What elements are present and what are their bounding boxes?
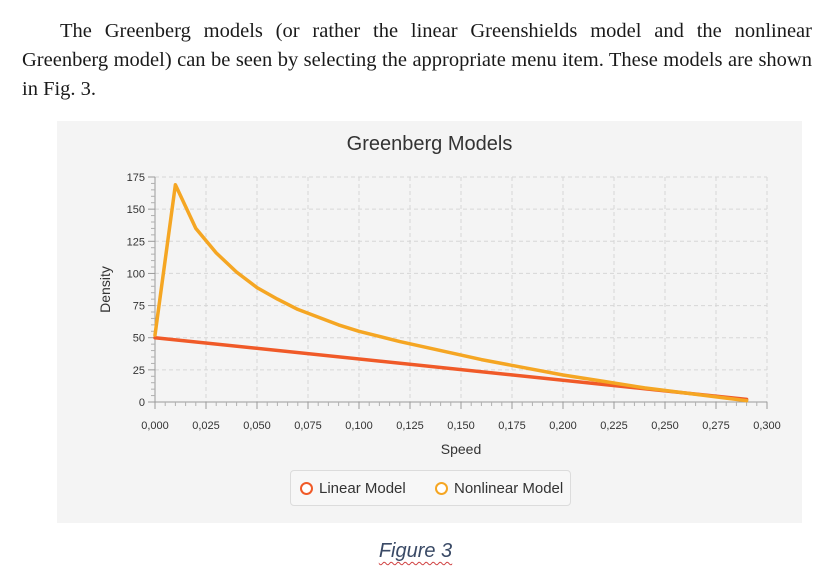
y-tick-label: 25: [133, 365, 145, 377]
x-tick-label: 0,150: [447, 420, 475, 432]
x-axis-title: Speed: [441, 441, 481, 457]
series-line-nonlinear: [153, 182, 749, 403]
y-tick-label: 50: [133, 333, 145, 345]
x-tick-label: 0,075: [294, 420, 322, 432]
x-tick-label: 0,050: [243, 420, 271, 432]
figure-caption-wrap: Figure 3: [0, 540, 831, 563]
x-tick-label: 0,125: [396, 420, 424, 432]
legend-label: Linear Model: [319, 480, 406, 497]
figure-caption: Figure 3: [378, 540, 453, 562]
y-tick-label: 75: [133, 301, 145, 313]
y-tick-label: 100: [127, 268, 145, 280]
x-tick-label: 0,000: [141, 420, 169, 432]
body-paragraph: The Greenberg models (or rather the line…: [22, 20, 812, 100]
x-tick-label: 0,200: [549, 420, 577, 432]
x-tick-label: 0,275: [702, 420, 730, 432]
legend-item-linear: Linear Model: [300, 480, 406, 497]
axes: 0,000 0,025 0,050 0,075 0,100 0,125 0,150 0,175…: [127, 172, 781, 432]
y-axis-title: Density: [97, 266, 113, 313]
y-tick-label: 150: [127, 204, 145, 216]
legend-marker-icon: [435, 482, 448, 495]
legend-marker-icon: [300, 482, 313, 495]
chart-title: Greenberg Models: [346, 133, 513, 155]
y-tick-label: 125: [127, 236, 145, 248]
chart-legend: Linear Model Nonlinear Model: [290, 470, 571, 506]
x-tick-label: 0,100: [345, 420, 373, 432]
x-tick-label: 0,175: [498, 420, 526, 432]
x-tick-label: 0,250: [651, 420, 679, 432]
grid-lines: [155, 176, 768, 402]
legend-label: Nonlinear Model: [454, 480, 564, 497]
x-tick-label: 0,300: [753, 420, 781, 432]
legend-item-nonlinear: Nonlinear Model: [435, 480, 563, 497]
y-tick-label: 175: [127, 172, 145, 184]
y-tick-label: 0: [139, 397, 145, 409]
chart-panel: [57, 121, 802, 523]
x-tick-label: 0,025: [192, 420, 220, 432]
series-lines: [153, 182, 749, 403]
x-tick-label: 0,225: [600, 420, 628, 432]
